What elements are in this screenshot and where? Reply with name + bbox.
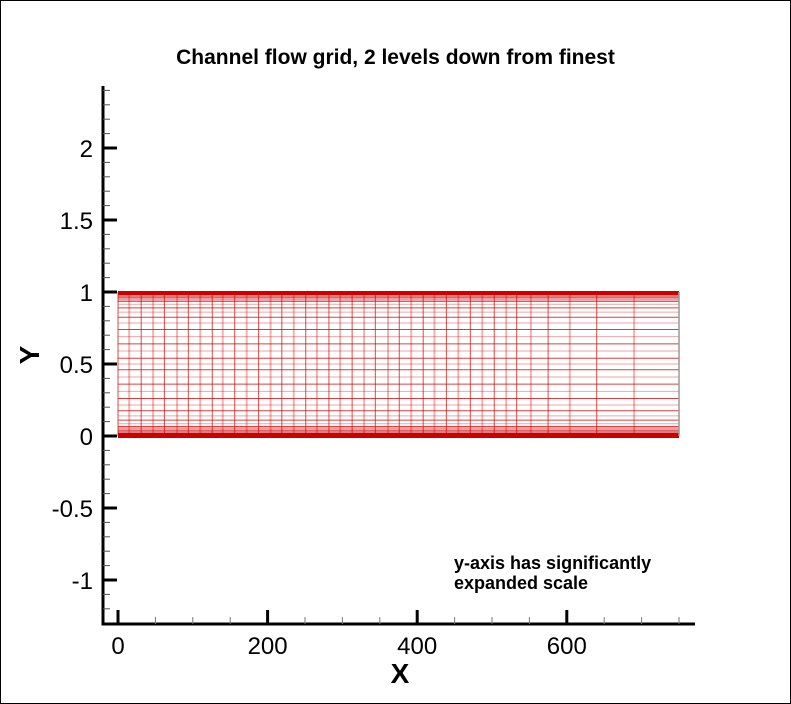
tick-labels: -1 -0.5 0 0.5 1 1.5 2 0 200 400 600 X Y: [14, 136, 587, 689]
axes: [101, 86, 695, 626]
scale-annotation: y-axis has significantly expanded scale: [454, 553, 652, 593]
y-tick-label: 0: [80, 424, 93, 451]
top-wall-fade: [118, 295, 679, 301]
x-tick-label: 200: [248, 633, 288, 660]
mesh-grid: [117, 291, 680, 438]
y-tick-label: 1.5: [60, 208, 93, 235]
top-wall-band: [118, 291, 679, 295]
y-tick-label: 1: [80, 280, 93, 307]
bottom-wall-band: [118, 433, 679, 438]
x-tick-label: 400: [397, 633, 437, 660]
x-tick-label: 0: [111, 633, 124, 660]
y-tick-label: 0.5: [60, 352, 93, 379]
x-axis-title: X: [391, 658, 410, 689]
y-tick-label: -1: [72, 568, 93, 595]
x-tick-label: 600: [547, 633, 587, 660]
y-axis-title: Y: [14, 345, 45, 364]
bottom-wall-fade: [118, 426, 679, 433]
chart-title: Channel flow grid, 2 levels down from fi…: [176, 46, 615, 69]
y-tick-label: 2: [80, 136, 93, 163]
y-tick-label: -0.5: [52, 496, 93, 523]
